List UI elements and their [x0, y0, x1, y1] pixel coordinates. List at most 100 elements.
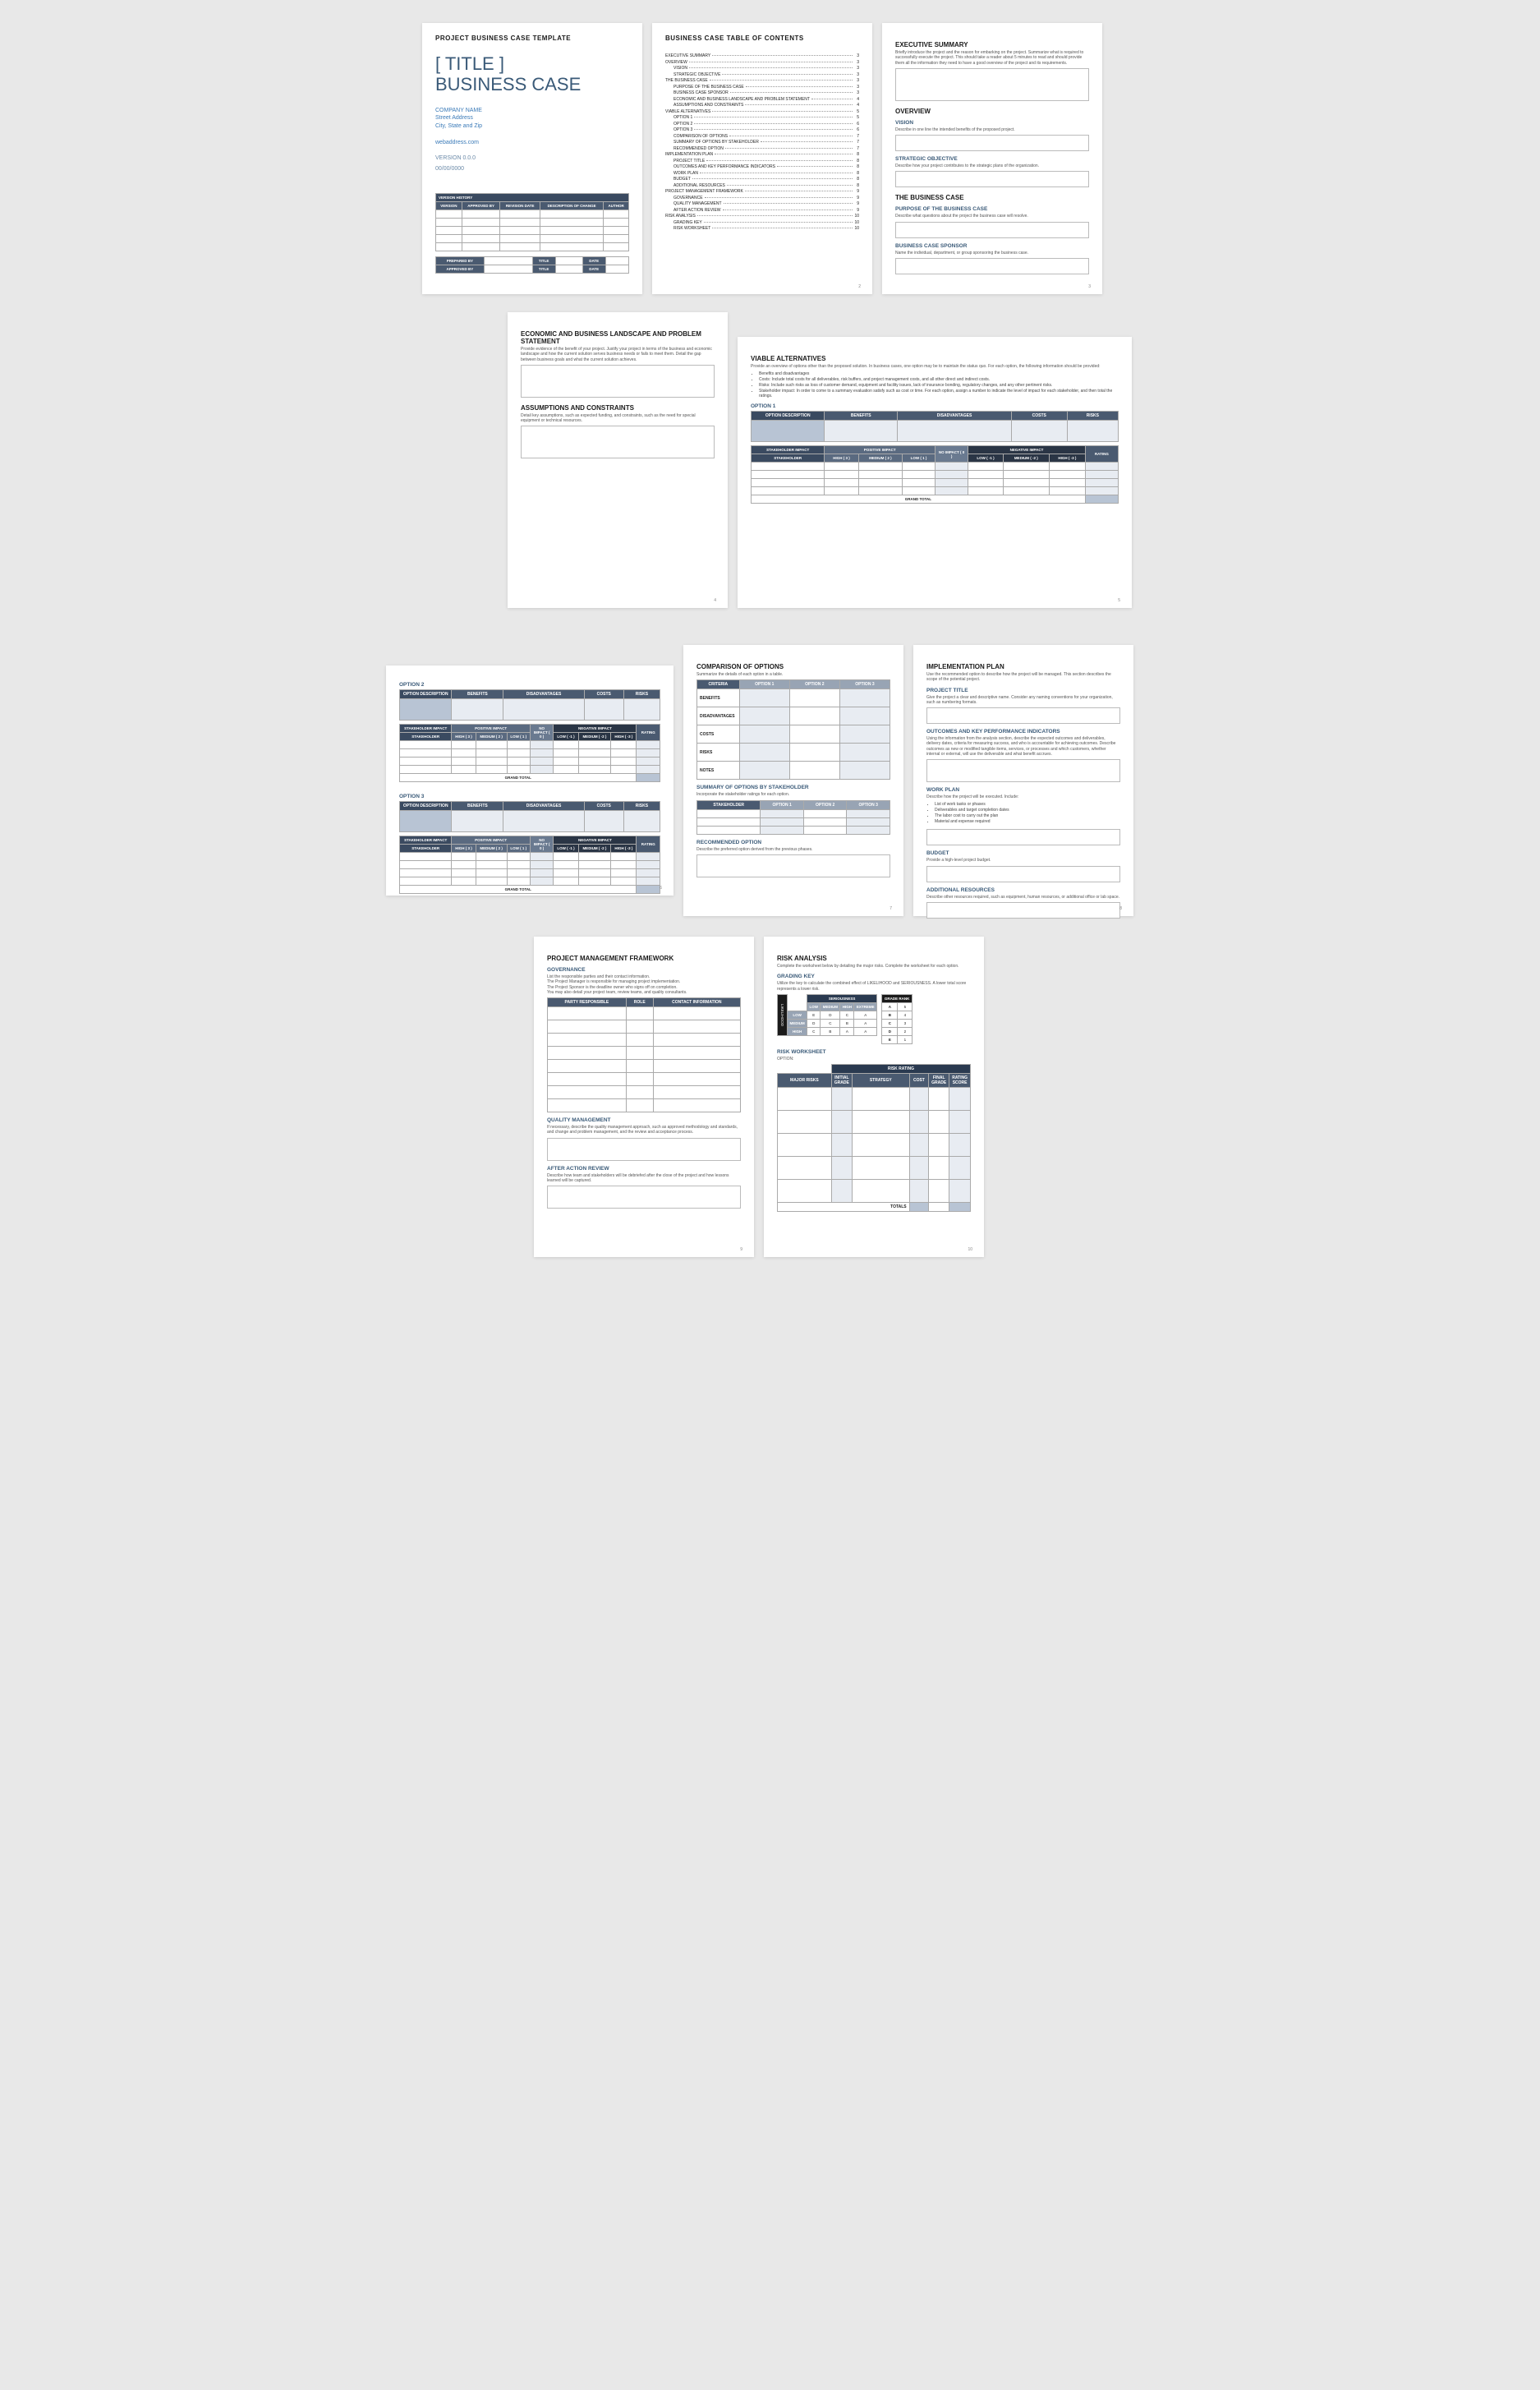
toc-item: ASSUMPTIONS AND CONSTRAINTS4: [665, 103, 859, 108]
after-action-box[interactable]: [547, 1186, 741, 1209]
strategic-objective-heading: STRATEGIC OBJECTIVE: [895, 156, 1089, 162]
option-1-label: OPTION 1: [751, 403, 1119, 409]
grading-key-heading: GRADING KEY: [777, 974, 971, 979]
toc-item: RECOMMENDED OPTION7: [665, 146, 859, 151]
budget-box[interactable]: [926, 866, 1120, 882]
toc-item: PROJECT MANAGEMENT FRAMEWORK9: [665, 189, 859, 194]
business-case-heading: THE BUSINESS CASE: [895, 194, 1089, 201]
recommended-heading: RECOMMENDED OPTION: [696, 840, 890, 845]
toc-item: AFTER ACTION REVIEW9: [665, 208, 859, 213]
date-label: 00/00/0000: [435, 166, 629, 172]
additional-resources-heading: ADDITIONAL RESOURCES: [926, 887, 1120, 893]
toc-item: RISK ANALYSIS10: [665, 214, 859, 219]
quality-mgmt-box[interactable]: [547, 1138, 741, 1161]
page-7: COMPARISON OF OPTIONS Summarize the deta…: [683, 645, 903, 916]
version-label: VERSION 0.0.0: [435, 155, 629, 161]
page-4: ECONOMIC AND BUSINESS LANDSCAPE AND PROB…: [508, 312, 728, 608]
option-2-label: OPTION 2: [399, 682, 660, 688]
purpose-heading: PURPOSE OF THE BUSINESS CASE: [895, 206, 1089, 212]
toc-item: OUTCOMES AND KEY PERFORMANCE INDICATORS8: [665, 164, 859, 169]
economic-box[interactable]: [521, 365, 715, 398]
option-1-tables: OPTION DESCRIPTIONBENEFITSDISADVANTAGESC…: [751, 411, 1119, 504]
toc-item: PURPOSE OF THE BUSINESS CASE3: [665, 85, 859, 90]
toc-item: OPTION 36: [665, 127, 859, 132]
page-2-toc: BUSINESS CASE TABLE OF CONTENTS EXECUTIV…: [652, 23, 872, 294]
comparison-table: CRITERIA OPTION 1 OPTION 2 OPTION 3 BENE…: [696, 679, 890, 780]
toc-item: PROJECT TITLE8: [665, 159, 859, 163]
grading-key-table: LIKELIHOOD SERIOUSNESS GRADE RANK LOW ME…: [777, 994, 913, 1044]
option-3-tables: OPTION DESCRIPTIONBENEFITSDISADVANTAGESC…: [399, 801, 660, 894]
page-1: PROJECT BUSINESS CASE TEMPLATE [ TITLE ]…: [422, 23, 642, 294]
governance-heading: GOVERNANCE: [547, 967, 741, 973]
strategic-objective-box[interactable]: [895, 171, 1089, 187]
doc-title: [ TITLE ] BUSINESS CASE: [435, 53, 629, 95]
page-10: RISK ANALYSIS Complete the worksheet bel…: [764, 937, 984, 1257]
toc-item: ADDITIONAL RESOURCES8: [665, 183, 859, 188]
toc-item: RISK WORKSHEET10: [665, 226, 859, 231]
assumptions-heading: ASSUMPTIONS AND CONSTRAINTS: [521, 404, 715, 412]
toc-item: GRADING KEY10: [665, 220, 859, 225]
after-action-heading: AFTER ACTION REVIEW: [547, 1166, 741, 1172]
kpi-heading: OUTCOMES AND KEY PERFORMANCE INDICATORS: [926, 729, 1120, 734]
vision-heading: VISION: [895, 120, 1089, 126]
governance-table: PARTY RESPONSIBLE ROLE CONTACT INFORMATI…: [547, 997, 741, 1112]
sponsor-heading: BUSINESS CASE SPONSOR: [895, 243, 1089, 249]
toc-list: EXECUTIVE SUMMARY3 OVERVIEW3VISION3STRATE…: [665, 53, 859, 231]
page-5: VIABLE ALTERNATIVES Provide an overview …: [738, 337, 1132, 608]
assumptions-box[interactable]: [521, 426, 715, 458]
purpose-box[interactable]: [895, 222, 1089, 238]
risk-worksheet-table: RISK RATING MAJOR RISKS INITIAL GRADE ST…: [777, 1064, 971, 1212]
toc-item: STRATEGIC OBJECTIVE3: [665, 72, 859, 77]
company-block: COMPANY NAME Street Address City, State …: [435, 107, 629, 131]
toc-item: GOVERNANCE9: [665, 196, 859, 200]
toc-item: WORK PLAN8: [665, 171, 859, 176]
signoff-table: PREPARED BYTITLEDATE APPROVED BYTITLEDAT…: [435, 256, 629, 274]
sponsor-box[interactable]: [895, 258, 1089, 274]
pmf-heading: PROJECT MANAGEMENT FRAMEWORK: [547, 955, 741, 962]
toc-item: OPTION 26: [665, 122, 859, 127]
exec-summary-box[interactable]: [895, 68, 1089, 101]
project-title-box[interactable]: [926, 707, 1120, 724]
comparison-heading: COMPARISON OF OPTIONS: [696, 663, 890, 670]
viable-alternatives-heading: VIABLE ALTERNATIVES: [751, 355, 1119, 362]
page-8: IMPLEMENTATION PLAN Use the recommended …: [913, 645, 1133, 916]
project-title-heading: PROJECT TITLE: [926, 688, 1120, 693]
kpi-box[interactable]: [926, 759, 1120, 782]
version-history-table: VERSION HISTORY VERSION APPROVED BY REVI…: [435, 193, 629, 251]
workplan-box[interactable]: [926, 829, 1120, 845]
alternatives-bullets: Benefits and disadvantages Costs: Includ…: [751, 371, 1119, 398]
toc-item: EXECUTIVE SUMMARY3: [665, 53, 859, 58]
toc-title: BUSINESS CASE TABLE OF CONTENTS: [665, 35, 859, 42]
toc-item: IMPLEMENTATION PLAN8: [665, 152, 859, 157]
exec-summary-heading: EXECUTIVE SUMMARY: [895, 41, 1089, 48]
toc-item: OPTION 15: [665, 115, 859, 120]
page-6: OPTION 2 OPTION DESCRIPTIONBENEFITSDISAD…: [386, 665, 673, 896]
toc-item: THE BUSINESS CASE3: [665, 78, 859, 83]
quality-mgmt-heading: QUALITY MANAGEMENT: [547, 1117, 741, 1123]
page-9: PROJECT MANAGEMENT FRAMEWORK GOVERNANCE …: [534, 937, 754, 1257]
workplan-heading: WORK PLAN: [926, 787, 1120, 793]
toc-item: ECONOMIC AND BUSINESS LANDSCAPE AND PROB…: [665, 97, 859, 102]
template-overline: PROJECT BUSINESS CASE TEMPLATE: [435, 35, 629, 42]
vision-box[interactable]: [895, 135, 1089, 151]
implementation-heading: IMPLEMENTATION PLAN: [926, 663, 1120, 670]
budget-heading: BUDGET: [926, 850, 1120, 856]
additional-resources-box[interactable]: [926, 902, 1120, 919]
overview-heading: OVERVIEW: [895, 108, 1089, 115]
workplan-bullets: List of work tasks or phases Deliverable…: [926, 802, 1120, 824]
recommended-box[interactable]: [696, 854, 890, 877]
toc-item: VISION3: [665, 66, 859, 71]
toc-item: OVERVIEW3: [665, 60, 859, 65]
toc-item: VIABLE ALTERNATIVES5: [665, 109, 859, 114]
page-3: EXECUTIVE SUMMARY Briefly introduce the …: [882, 23, 1102, 294]
risk-worksheet-heading: RISK WORKSHEET: [777, 1049, 971, 1055]
web-address: webaddress.com: [435, 139, 629, 147]
option-2-tables: OPTION DESCRIPTIONBENEFITSDISADVANTAGESC…: [399, 689, 660, 782]
economic-heading: ECONOMIC AND BUSINESS LANDSCAPE AND PROB…: [521, 330, 715, 345]
toc-item: BUSINESS CASE SPONSOR3: [665, 90, 859, 95]
risk-analysis-heading: RISK ANALYSIS: [777, 955, 971, 962]
summary-stakeholder-heading: SUMMARY OF OPTIONS BY STAKEHOLDER: [696, 785, 890, 790]
toc-item: COMPARISON OF OPTIONS7: [665, 134, 859, 139]
toc-item: SUMMARY OF OPTIONS BY STAKEHOLDER7: [665, 140, 859, 145]
toc-item: BUDGET8: [665, 177, 859, 182]
